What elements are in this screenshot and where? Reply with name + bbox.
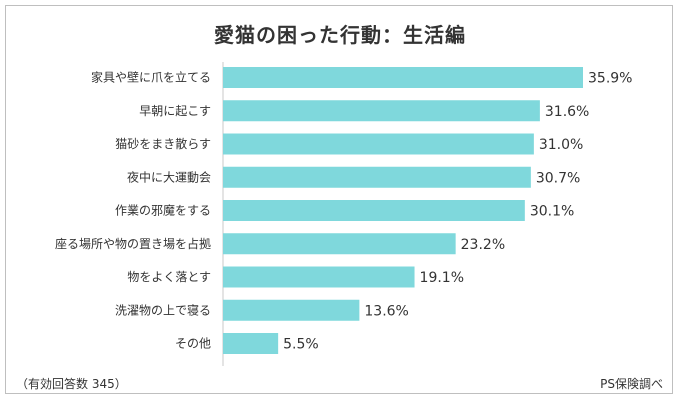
- bar: [223, 166, 531, 188]
- data-label: 13.6%: [364, 303, 408, 319]
- category-label: 家具や壁に爪を立てる: [91, 70, 211, 85]
- category-label: 座る場所や物の置き場を占拠: [55, 236, 211, 251]
- bar: [223, 133, 534, 155]
- data-label: 30.7%: [536, 170, 580, 186]
- category-label: 早朝に起こす: [139, 104, 211, 118]
- chart-title: 愛猫の困った行動：生活編: [214, 23, 466, 47]
- data-label: 30.1%: [530, 204, 574, 220]
- category-label: 猫砂をまき散らす: [115, 136, 211, 151]
- data-label: 19.1%: [420, 270, 464, 286]
- bar: [223, 100, 540, 122]
- data-label: 23.2%: [461, 237, 505, 253]
- bar: [223, 266, 415, 288]
- bar: [223, 67, 583, 88]
- data-label: 5.5%: [283, 337, 319, 353]
- source-note: PS保険調べ: [600, 377, 663, 391]
- data-label: 35.9%: [588, 71, 632, 87]
- category-label: その他: [175, 337, 211, 351]
- response-count-note: （有効回答数 345）: [16, 377, 127, 391]
- category-label: 作業の邪魔をする: [115, 203, 211, 218]
- data-label: 31.0%: [539, 137, 583, 153]
- bar: [223, 299, 360, 321]
- category-label: 物をよく落とす: [127, 270, 211, 284]
- bar: [223, 233, 456, 255]
- category-label: 洗濯物の上で寝る: [115, 302, 211, 317]
- data-label: 31.6%: [545, 104, 589, 120]
- bar: [223, 200, 525, 221]
- bar: [223, 333, 279, 354]
- category-label: 夜中に大運動会: [127, 169, 211, 184]
